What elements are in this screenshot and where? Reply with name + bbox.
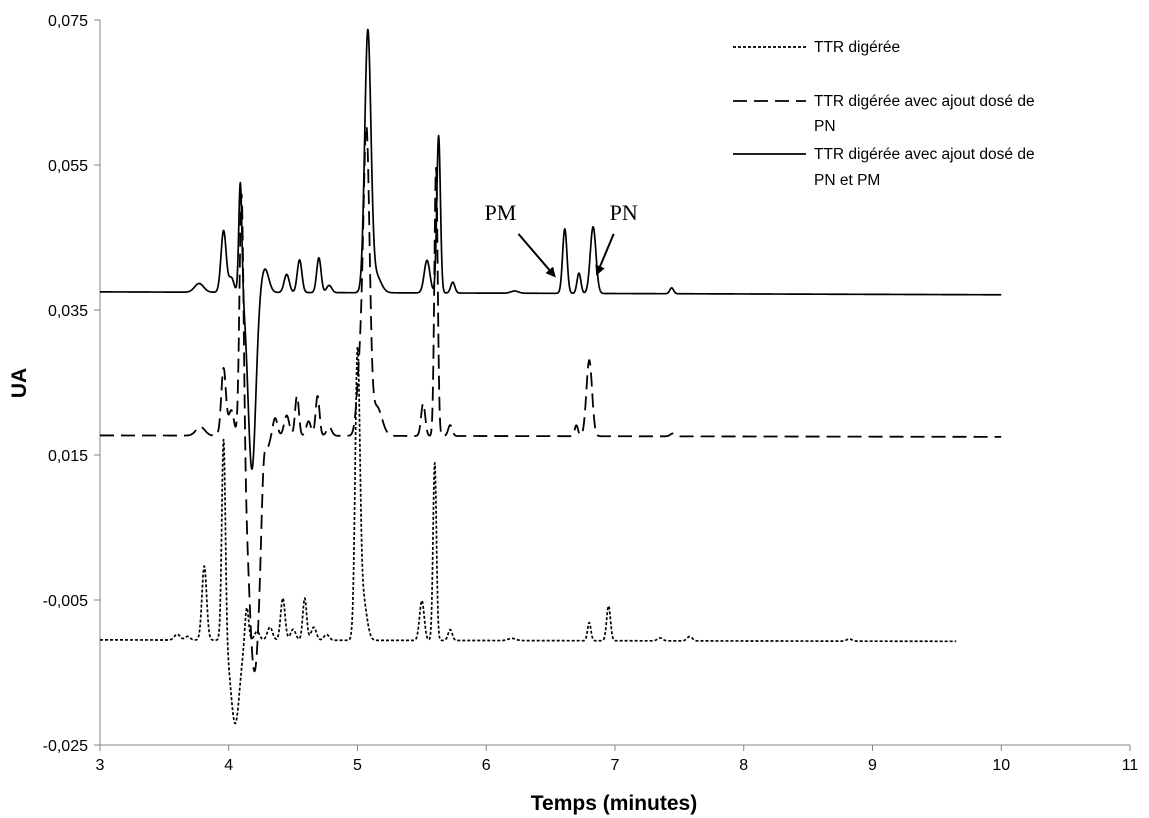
x-tick-label: 3 xyxy=(96,757,105,774)
annotation-arrow-pm xyxy=(517,233,556,278)
x-axis-title: Temps (minutes) xyxy=(531,792,697,815)
annotation-label-pm: PM xyxy=(485,200,517,225)
x-tick-label: 7 xyxy=(611,757,620,774)
y-tick-label: 0,055 xyxy=(48,158,88,175)
y-tick-label: -0,025 xyxy=(43,738,88,755)
x-tick-label: 10 xyxy=(992,757,1010,774)
series-line-2 xyxy=(99,124,1002,673)
x-tick-label: 5 xyxy=(353,757,362,774)
annotation-arrow-pn xyxy=(595,233,615,276)
legend-label-1: TTR digérée xyxy=(814,39,900,56)
x-tick-label: 4 xyxy=(224,757,233,774)
x-tick-label: 9 xyxy=(868,757,877,774)
annotation-label-pn: PN xyxy=(610,200,638,225)
y-tick-label: 0,035 xyxy=(48,303,88,320)
legend-label-2: PN xyxy=(814,118,836,135)
y-tick-label: -0,005 xyxy=(43,593,88,610)
legend-label-3: TTR digérée avec ajout dosé de xyxy=(814,146,1035,163)
y-tick-label: 0,015 xyxy=(48,448,88,465)
series-line-3 xyxy=(99,28,1002,471)
legend-label-3: PN et PM xyxy=(814,172,880,189)
x-tick-label: 11 xyxy=(1122,757,1139,774)
y-axis-title: UA xyxy=(8,368,31,398)
legend-label-2: TTR digérée avec ajout dosé de xyxy=(814,93,1035,110)
x-tick-label: 8 xyxy=(739,757,748,774)
y-tick-label: 0,075 xyxy=(48,13,88,30)
x-tick-label: 6 xyxy=(482,757,491,774)
series-line-1 xyxy=(99,346,957,725)
